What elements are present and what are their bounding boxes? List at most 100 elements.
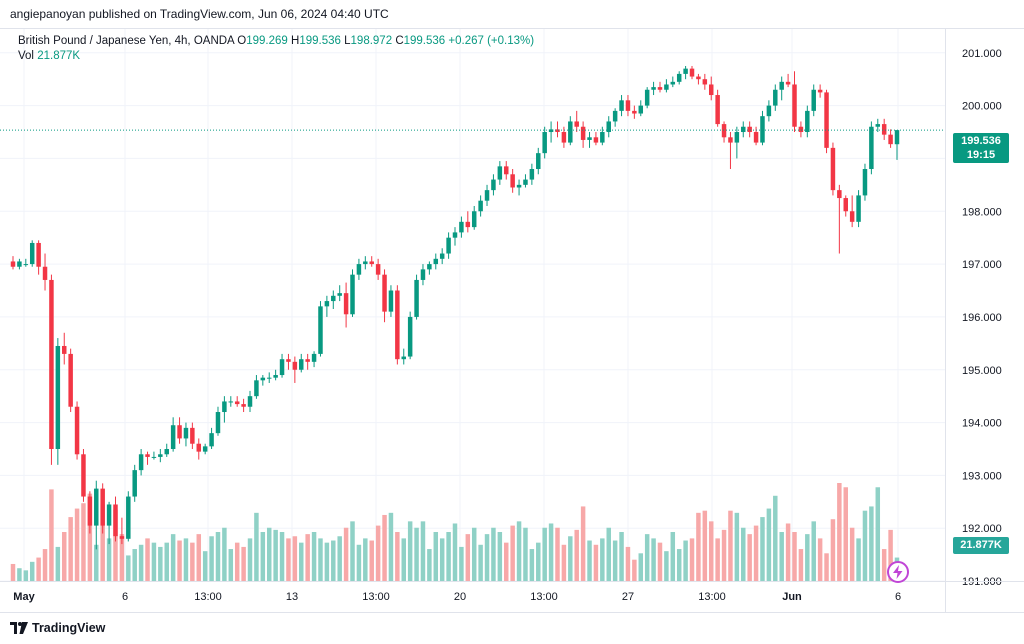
candle-body: [766, 105, 772, 117]
candle-body: [497, 166, 503, 180]
volume-bar: [760, 517, 765, 581]
volume-bar: [164, 542, 169, 581]
volume-bar: [625, 546, 631, 581]
y-tick-label: 198.000: [962, 206, 1002, 218]
candle-body: [760, 116, 765, 143]
volume-bar: [798, 549, 804, 581]
candle-body: [657, 87, 663, 90]
candle-body: [593, 137, 599, 143]
candle-body: [94, 488, 99, 526]
volume-bar: [94, 544, 99, 581]
tradingview-logo[interactable]: TradingView: [10, 621, 105, 635]
volume-bar: [273, 529, 278, 581]
volume-bar: [459, 546, 464, 581]
symbol-name[interactable]: British Pound / Japanese Yen, 4h, OANDA: [18, 35, 235, 47]
volume-bar: [299, 542, 304, 581]
candle-body: [299, 359, 304, 370]
volume-bar: [638, 553, 644, 581]
volume-bar: [382, 514, 387, 581]
candle-body: [529, 169, 535, 180]
candle-body: [580, 126, 586, 140]
candle-body: [638, 105, 644, 114]
candle-body: [407, 316, 413, 357]
candle-body: [279, 359, 285, 376]
volume-label[interactable]: Vol: [18, 50, 34, 62]
candle-body: [202, 446, 208, 452]
volume-bar: [439, 538, 445, 581]
candle-body: [888, 134, 893, 145]
volume-bar: [68, 517, 73, 581]
volume-bar: [407, 521, 413, 581]
volume-bar: [190, 542, 195, 581]
high-label: H: [291, 35, 300, 47]
volume-bar: [343, 527, 349, 581]
volume-bar: [433, 532, 439, 581]
volume-bar: [536, 542, 541, 581]
price-chart[interactable]: 201.000200.000199.000198.000197.000196.0…: [0, 29, 1024, 612]
candle-body: [721, 124, 727, 138]
candle-body: [785, 81, 791, 85]
candle-body: [42, 266, 48, 280]
candle-body: [158, 454, 163, 457]
candle-body: [798, 126, 804, 133]
y-tick-label: 197.000: [962, 259, 1002, 271]
flash-icon[interactable]: [887, 561, 909, 583]
candle-body: [145, 454, 150, 457]
volume-bar: [875, 487, 881, 581]
candle-body: [574, 121, 579, 127]
volume-bar: [657, 542, 663, 581]
candle-body: [177, 425, 182, 439]
candle-body: [670, 81, 676, 85]
volume-bar: [350, 521, 355, 581]
close-value: 199.536: [403, 35, 446, 47]
volume-bar: [600, 538, 605, 581]
candle-body: [29, 242, 35, 265]
candle-body: [324, 301, 330, 307]
candle-body: [241, 404, 246, 407]
volume-bar: [254, 512, 259, 581]
volume-bar: [715, 538, 720, 581]
candle-body: [676, 73, 682, 82]
volume-bar: [81, 503, 86, 581]
candle-body: [260, 377, 266, 381]
candle-body: [151, 456, 157, 458]
candle-body: [266, 377, 272, 379]
volume-bar: [337, 536, 342, 581]
volume-bar: [106, 538, 112, 581]
x-tick-label: 20: [454, 591, 466, 603]
candle-body: [375, 264, 381, 275]
volume-bar: [369, 540, 374, 581]
volume-bar: [279, 532, 285, 581]
candle-body: [491, 179, 496, 191]
volume-bar: [29, 561, 35, 581]
candle-body: [600, 132, 605, 143]
candle-body: [843, 198, 848, 212]
candle-body: [228, 401, 234, 403]
volume-bar: [728, 510, 733, 581]
change-value: +0.267 (+0.13%): [448, 35, 535, 47]
volume-bar: [555, 527, 560, 581]
volume-bar: [446, 532, 451, 581]
candle-body: [164, 449, 169, 455]
volume-bar: [471, 527, 477, 581]
candle-body: [773, 89, 778, 106]
volume-bar: [305, 534, 310, 581]
candle-body: [395, 290, 400, 360]
candle-body: [215, 412, 221, 434]
candle-body: [568, 121, 573, 143]
candle-body: [433, 258, 439, 265]
candle-body: [388, 290, 394, 312]
candle-body: [548, 129, 554, 133]
y-tick-label: 201.000: [962, 48, 1002, 60]
volume-bar: [420, 521, 426, 581]
candle-body: [222, 401, 227, 413]
volume-bar: [830, 519, 836, 581]
volume-bar: [785, 523, 791, 581]
candle-body: [286, 359, 291, 362]
candle-body: [132, 470, 137, 497]
volume-bar: [414, 527, 419, 581]
volume-bar: [234, 542, 240, 581]
candle-body: [10, 261, 16, 267]
volume-bar: [862, 510, 868, 581]
candle-body: [510, 174, 515, 188]
